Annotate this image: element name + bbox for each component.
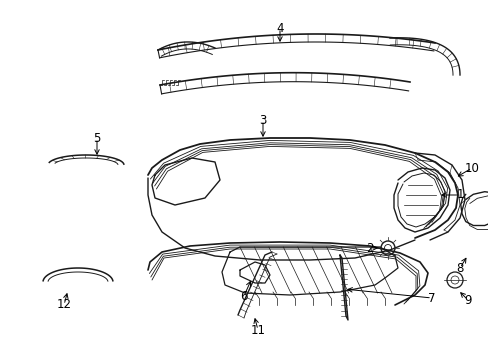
Text: 5: 5 [93, 131, 101, 144]
Text: 11: 11 [250, 324, 265, 337]
Text: 8: 8 [455, 261, 463, 274]
Text: 1: 1 [455, 189, 463, 202]
Text: 6: 6 [240, 289, 247, 302]
Text: 12: 12 [57, 298, 71, 311]
Text: 3: 3 [259, 113, 266, 126]
Text: 9: 9 [463, 293, 471, 306]
Text: 2: 2 [366, 242, 373, 255]
Text: 7: 7 [427, 292, 435, 305]
Text: 4: 4 [276, 22, 283, 35]
Text: 10: 10 [464, 162, 478, 175]
